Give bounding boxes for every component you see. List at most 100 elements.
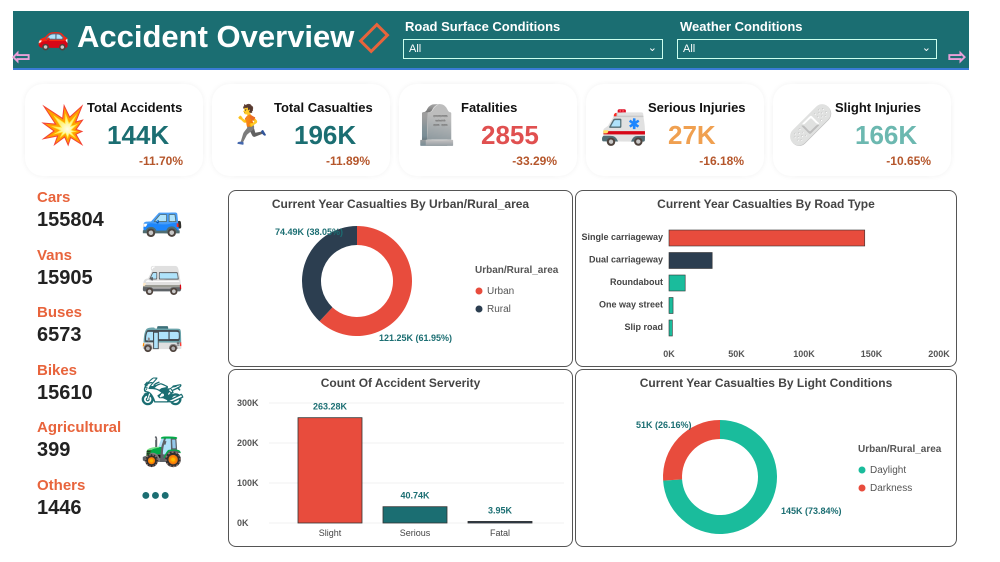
vehicle-item: Vans 15905 🚐	[37, 247, 217, 302]
vehicle-item: Buses 6573 🚌	[37, 304, 217, 359]
car-crash-icon: 💥	[39, 105, 87, 147]
kpi-value: 27K	[668, 120, 716, 150]
motorbike-icon: 🏍	[141, 372, 185, 411]
x-category-label: Slight	[319, 528, 342, 538]
kpi-label: Serious Injuries	[648, 100, 746, 115]
chevron-down-icon: ⌄	[921, 42, 931, 54]
vehicle-label: Bikes	[37, 361, 78, 379]
x-category-label: Fatal	[490, 528, 510, 538]
x-tick-label: 200K	[928, 349, 950, 359]
bandage-icon: 🩹	[787, 105, 835, 147]
ambulance-icon: 🚑	[600, 105, 648, 147]
chevron-down-icon: ⌄	[647, 42, 657, 54]
x-tick-label: 100K	[793, 349, 815, 359]
van-icon: 🚐	[141, 257, 184, 296]
kpi-value: 166K	[855, 120, 918, 150]
donut-slice-darkness	[663, 420, 720, 481]
back-arrow-icon[interactable]: ⇦	[12, 44, 31, 69]
vehicle-label: Buses	[37, 304, 83, 321]
data-label: 121.25K (61.95%)	[379, 333, 452, 343]
injured-person-icon: 🏃	[226, 105, 274, 147]
bar-slip-road	[668, 319, 673, 337]
vehicle-value: 15610	[37, 381, 93, 404]
x-tick-label: 0K	[663, 349, 675, 359]
bar-serious	[382, 506, 448, 524]
kpi-label: Total Casualties	[274, 100, 373, 115]
kpi-change: -16.18%	[699, 154, 744, 168]
donut-slice-rural	[302, 226, 357, 322]
kpi-label: Slight Injuries	[835, 100, 921, 115]
eraser-icon[interactable]	[358, 22, 390, 54]
vehicle-value: 1446	[37, 496, 82, 519]
kpi-card: 🪦 Fatalities 2855 -33.29%	[399, 84, 577, 176]
car-icon: 🚙	[141, 200, 184, 238]
vehicle-value: 15905	[37, 266, 93, 289]
tractor-icon: 🚜	[141, 430, 184, 468]
legend-item: Urban	[487, 286, 514, 297]
data-label: 145K (73.84%)	[781, 506, 842, 516]
y-tick-label: 100K	[237, 478, 259, 488]
kpi-change: -10.65%	[886, 154, 931, 168]
y-tick-label: 0K	[237, 518, 249, 528]
vehicle-value: 399	[37, 439, 71, 461]
data-label: 51K (26.16%)	[636, 420, 692, 430]
legend-title: Urban/Rural_area	[475, 265, 559, 276]
vehicle-value: 155804	[37, 209, 104, 231]
y-category-label: Slip road	[624, 322, 663, 332]
dropdown-value: All	[683, 43, 696, 55]
kpi-value: 196K	[294, 120, 357, 150]
chart-title: Count Of Accident Serverity	[320, 376, 481, 390]
forward-arrow-icon[interactable]: ⇨	[948, 44, 967, 69]
bar-slight	[297, 417, 363, 524]
donut-slice-urban	[319, 226, 413, 336]
data-label: 263.28K	[313, 402, 348, 412]
road-surface-label: Road Surface Conditions	[405, 19, 561, 34]
bar-one-way-street	[668, 297, 674, 314]
kpi-label: Total Accidents	[87, 100, 183, 115]
kpi-label: Fatalities	[461, 100, 518, 115]
kpi-card: 🩹 Slight Injuries 166K -10.65%	[773, 84, 951, 176]
dropdown-value: All	[409, 43, 422, 55]
bar-fatal	[467, 521, 533, 524]
legend-item: Daylight	[870, 465, 906, 476]
kpi-value: 2855	[481, 120, 539, 150]
y-category-label: Roundabout	[610, 277, 663, 287]
x-tick-label: 50K	[728, 349, 745, 359]
y-tick-label: 200K	[237, 438, 259, 448]
vehicle-label: Others	[37, 476, 86, 494]
data-label: 3.95K	[488, 505, 513, 515]
bar-dual-carriageway	[668, 252, 713, 269]
legend-item: Darkness	[870, 483, 912, 494]
data-label: 40.74K	[400, 491, 430, 501]
bus-icon: 🚌	[141, 315, 184, 353]
kpi-change: -11.89%	[325, 154, 370, 168]
x-tick-label: 150K	[861, 349, 883, 359]
legend-item: Rural	[487, 304, 511, 315]
chart-title: Current Year Casualties By Light Conditi…	[639, 376, 893, 390]
x-category-label: Serious	[400, 528, 431, 538]
y-category-label: Dual carriageway	[589, 255, 663, 265]
kpi-card: 💥 Total Accidents 144K -11.70%	[25, 84, 203, 176]
chart-title: Current Year Casualties By Urban/Rural_a…	[271, 197, 530, 211]
vehicle-item: Agricultural 399 🚜	[37, 419, 217, 474]
urban-rural-donut-panel: Current Year Casualties By Urban/Rural_a…	[228, 190, 573, 367]
page-title: Accident Overview	[77, 19, 355, 54]
bar-single-carriageway	[668, 229, 866, 247]
y-category-label: One way street	[599, 300, 663, 310]
kpi-card: 🏃 Total Casualties 196K -11.89%	[212, 84, 390, 176]
legend-marker	[475, 287, 483, 295]
kpi-card: 🚑 Serious Injuries 27K -16.18%	[586, 84, 764, 176]
y-category-label: Single carriageway	[581, 232, 663, 242]
vehicle-label: Agricultural	[37, 419, 122, 436]
severity-bar-panel: Count Of Accident Serverity 0K 100K 200K 30…	[228, 369, 573, 547]
bar-roundabout	[668, 274, 686, 292]
chart-title: Current Year Casualties By Road Type	[657, 197, 875, 211]
road-surface-dropdown[interactable]: All ⌄	[403, 39, 663, 59]
vehicle-label: Cars	[37, 189, 71, 206]
weather-dropdown[interactable]: All ⌄	[677, 39, 937, 59]
donut-slice-daylight	[663, 420, 777, 534]
kpi-change: -11.70%	[138, 154, 183, 168]
kpi-value: 144K	[107, 120, 170, 150]
road-type-bar-panel: Current Year Casualties By Road Type 0K 5…	[575, 190, 957, 367]
vehicle-item: Others 1446 ●●●	[37, 477, 217, 532]
